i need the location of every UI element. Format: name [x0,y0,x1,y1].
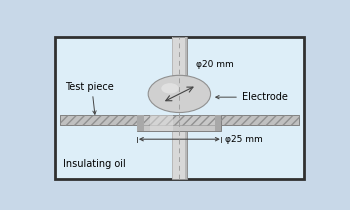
Bar [60,115,299,125]
Bar [186,125,187,179]
Bar [137,115,222,131]
Text: Electrode: Electrode [242,92,288,102]
Bar [60,115,299,125]
Bar [172,37,187,75]
Bar [55,37,304,179]
Bar [172,125,187,179]
Text: Test piece: Test piece [65,82,114,92]
Bar [137,115,144,131]
Circle shape [148,75,211,113]
Bar [186,37,187,75]
Text: Insulating oil: Insulating oil [63,159,126,169]
Bar [172,125,173,179]
Bar [150,115,173,131]
Bar [172,37,173,75]
Circle shape [161,83,179,93]
Text: φ25 mm: φ25 mm [225,135,263,144]
Text: φ20 mm: φ20 mm [196,60,233,69]
Bar [215,115,222,131]
